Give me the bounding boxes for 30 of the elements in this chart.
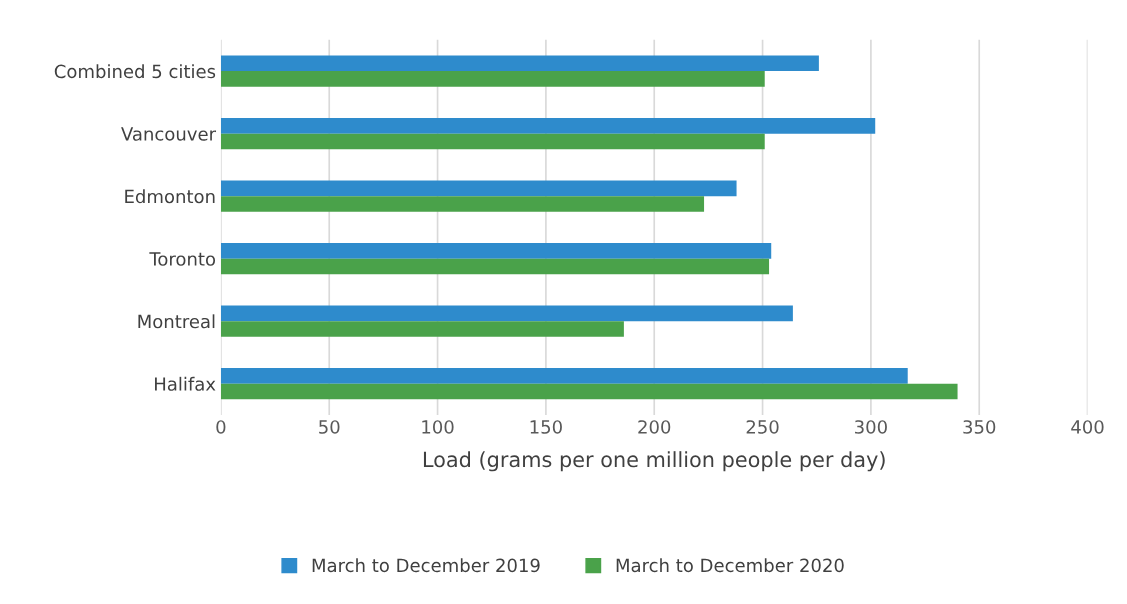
x-tick-label: 50 bbox=[319, 420, 340, 434]
bar bbox=[220, 55, 819, 72]
y-tick-label: Montreal bbox=[138, 314, 215, 329]
bar bbox=[220, 321, 624, 337]
y-tick-label: Halifax bbox=[155, 376, 216, 391]
legend-label: March to December 2020 bbox=[616, 558, 844, 573]
x-tick-label: 400 bbox=[1071, 420, 1104, 434]
x-tick-label: 350 bbox=[963, 420, 996, 434]
y-tick-label: Combined 5 cities bbox=[54, 64, 216, 79]
x-tick-label: 150 bbox=[530, 420, 562, 434]
bar bbox=[220, 133, 765, 150]
x-tick-label: 0 bbox=[216, 420, 226, 434]
x-tick-label: 250 bbox=[746, 420, 779, 434]
y-tick-label: Vancouver bbox=[121, 127, 217, 141]
x-tick-label: 300 bbox=[855, 420, 887, 434]
bar bbox=[220, 118, 876, 134]
x-axis-title: Load (grams per one million people per day) bbox=[423, 451, 885, 472]
bar bbox=[220, 383, 958, 400]
y-tick-label: Edmonton bbox=[125, 189, 215, 204]
x-tick-label: 100 bbox=[422, 420, 454, 434]
bar bbox=[220, 258, 770, 275]
legend-label: March to December 2019 bbox=[312, 558, 540, 573]
y-tick-label: Toronto bbox=[149, 252, 216, 266]
bar bbox=[220, 368, 908, 384]
bar bbox=[220, 243, 772, 259]
bar bbox=[220, 180, 737, 197]
bar bbox=[220, 305, 793, 322]
x-tick-label: 200 bbox=[638, 420, 671, 434]
bar bbox=[220, 71, 765, 87]
bar bbox=[220, 196, 705, 212]
